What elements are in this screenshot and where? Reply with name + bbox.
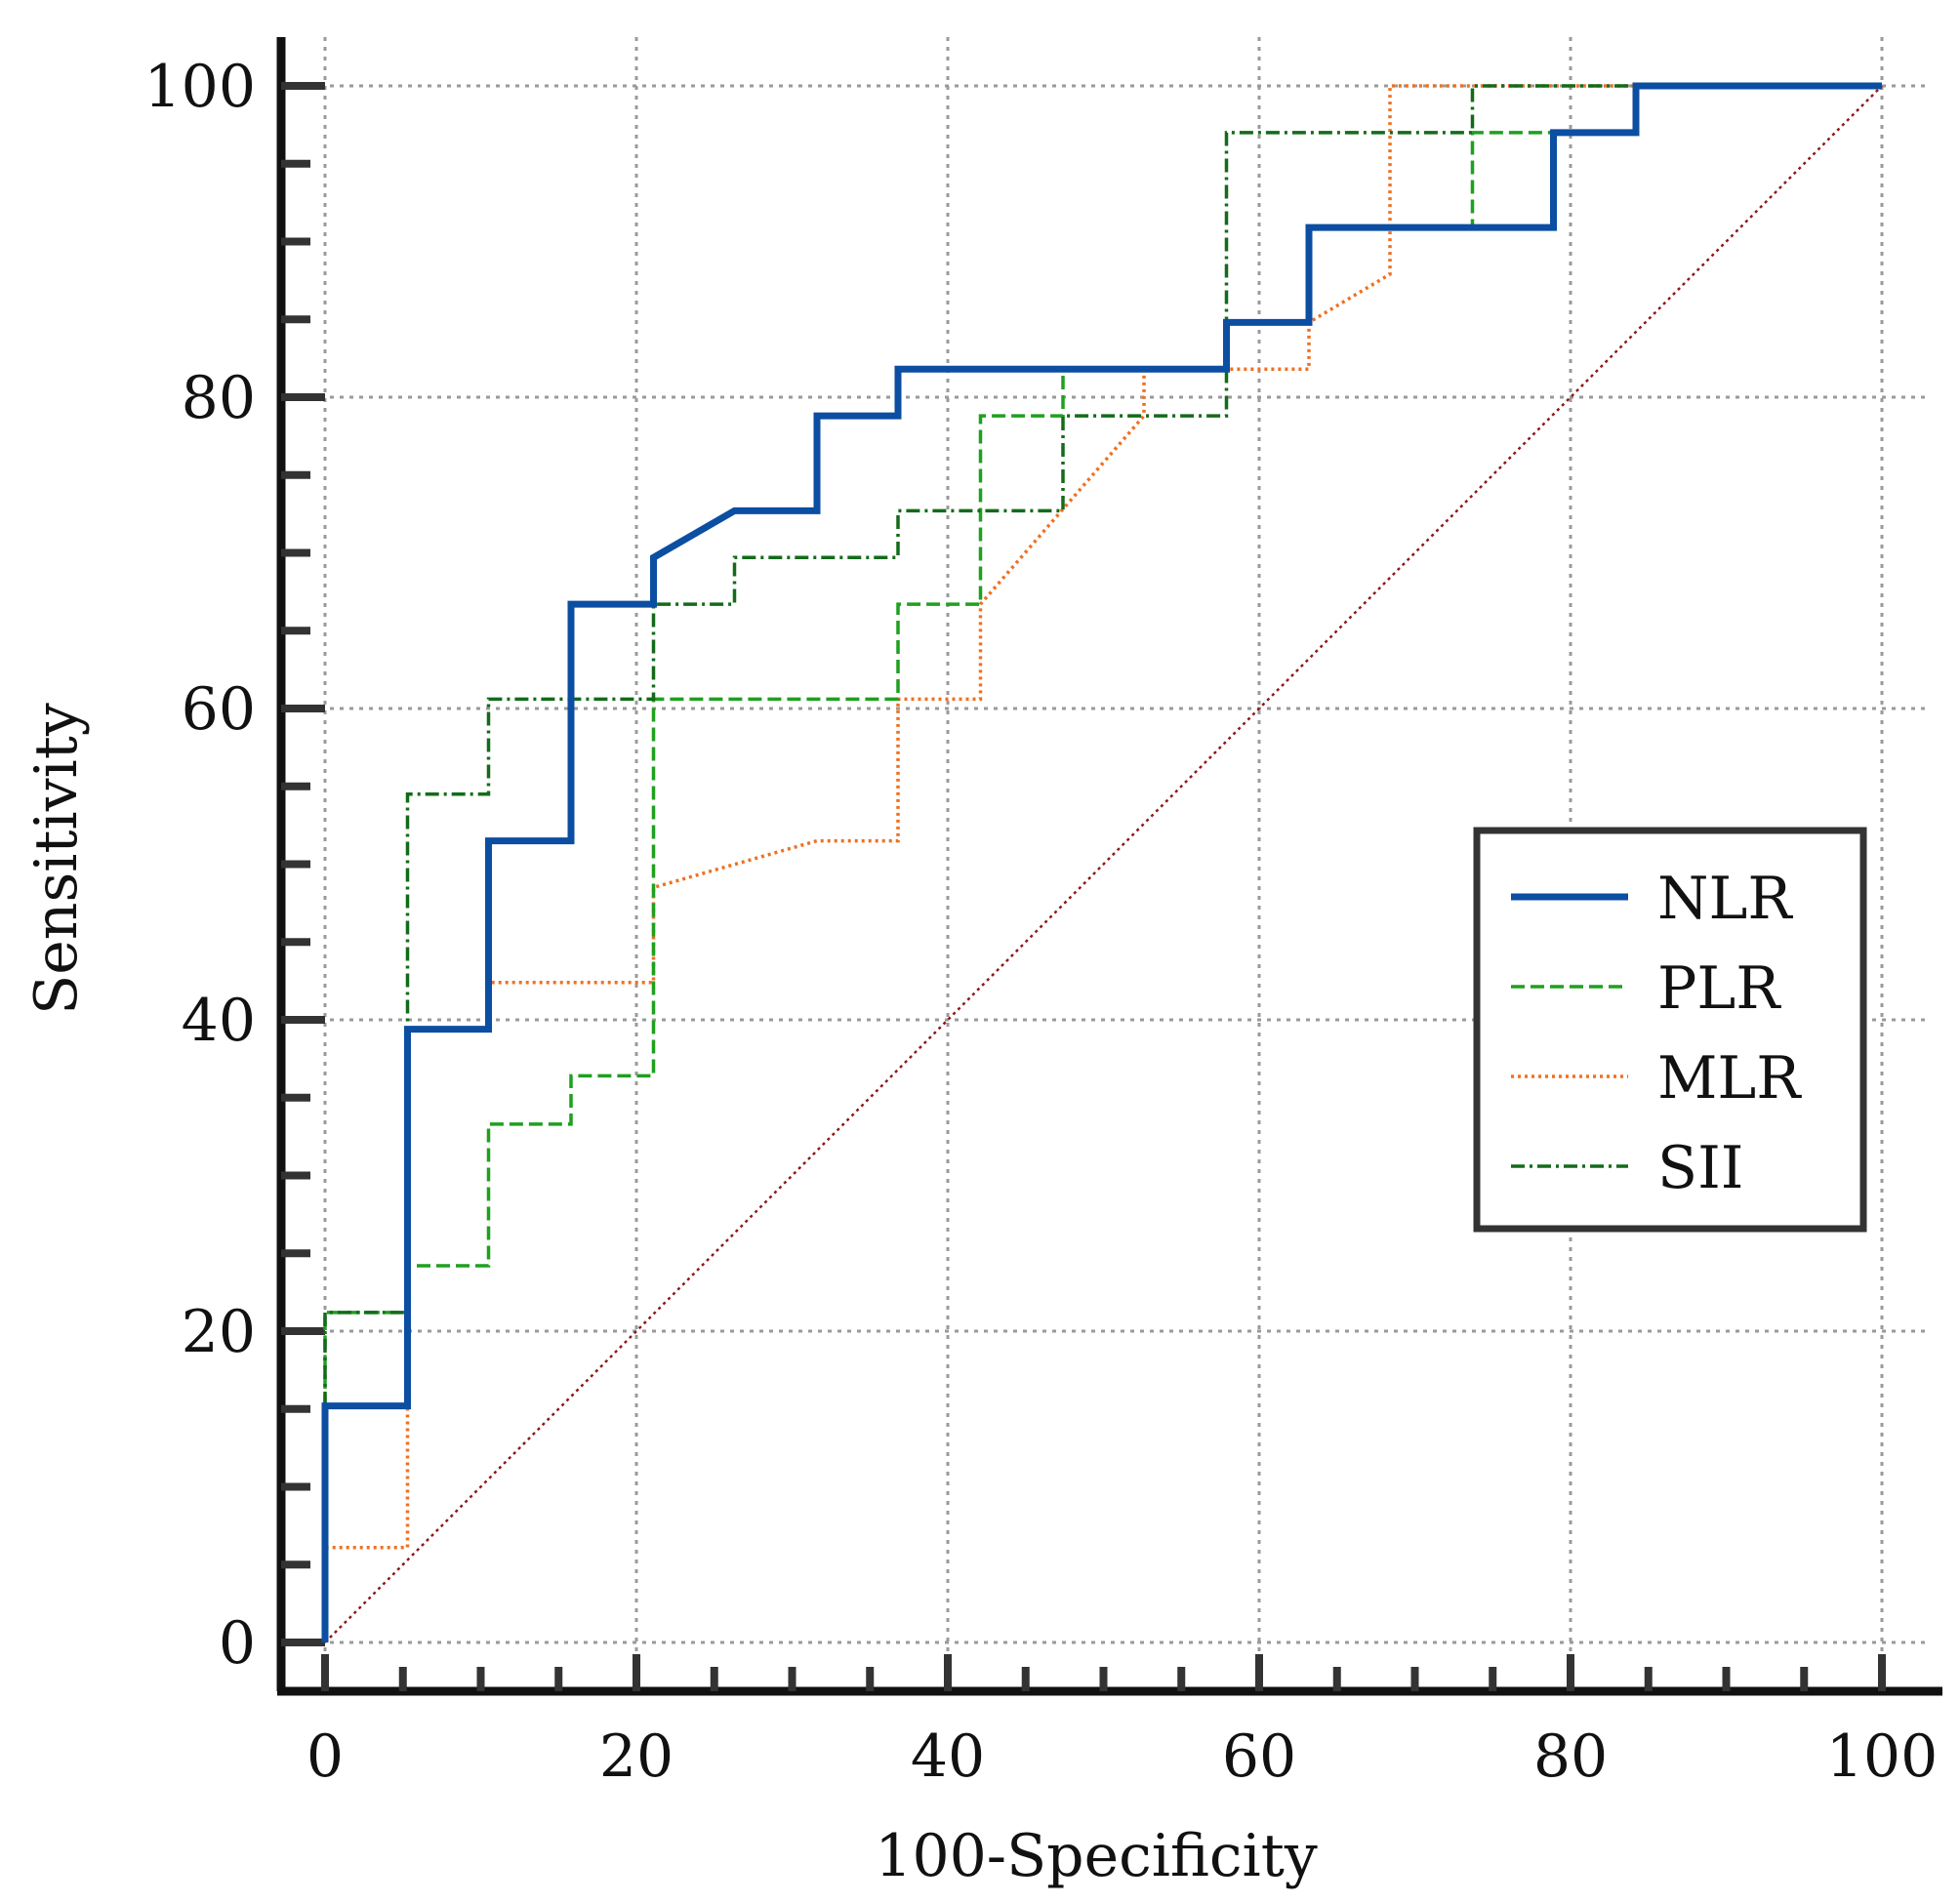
x-tick-label: 100: [1826, 1722, 1939, 1791]
series-line-nlr: [321, 82, 1882, 1642]
y-tick-label: 20: [182, 1298, 256, 1366]
x-tick-label: 80: [1533, 1722, 1608, 1791]
x-tick-label: 40: [911, 1722, 985, 1791]
x-tick-label: 60: [1222, 1722, 1296, 1791]
series-line-reference: [324, 85, 1883, 1643]
series-line-sii: [323, 84, 1882, 1642]
ticks: 0 20 40 60 80 100 0 20 40 60 80 100: [143, 53, 1938, 1791]
legend-label-mlr: MLR: [1657, 1044, 1802, 1113]
y-tick-label: 100: [143, 53, 256, 121]
legend: NLR PLR MLR SII: [1473, 827, 1867, 1233]
legend-box: [1473, 827, 1867, 1233]
legend-label-sii: SII: [1657, 1134, 1744, 1202]
y-axis-title: Sensitivity: [22, 703, 91, 1015]
y-tick-label: 80: [182, 364, 256, 432]
x-tick-label: 0: [306, 1722, 344, 1791]
y-tick-label: 0: [219, 1609, 256, 1678]
legend-label-plr: PLR: [1657, 954, 1781, 1023]
series-line-mlr: [323, 84, 1882, 1642]
legend-label-nlr: NLR: [1657, 865, 1793, 933]
x-tick-label: 20: [599, 1722, 674, 1791]
grid: [281, 37, 1928, 1659]
y-tick-label: 60: [182, 675, 256, 744]
y-tick-label: 40: [182, 987, 256, 1055]
series: [321, 82, 1883, 1643]
x-axis-title: 100-Specificity: [875, 1822, 1318, 1890]
series-line-plr: [323, 84, 1882, 1642]
